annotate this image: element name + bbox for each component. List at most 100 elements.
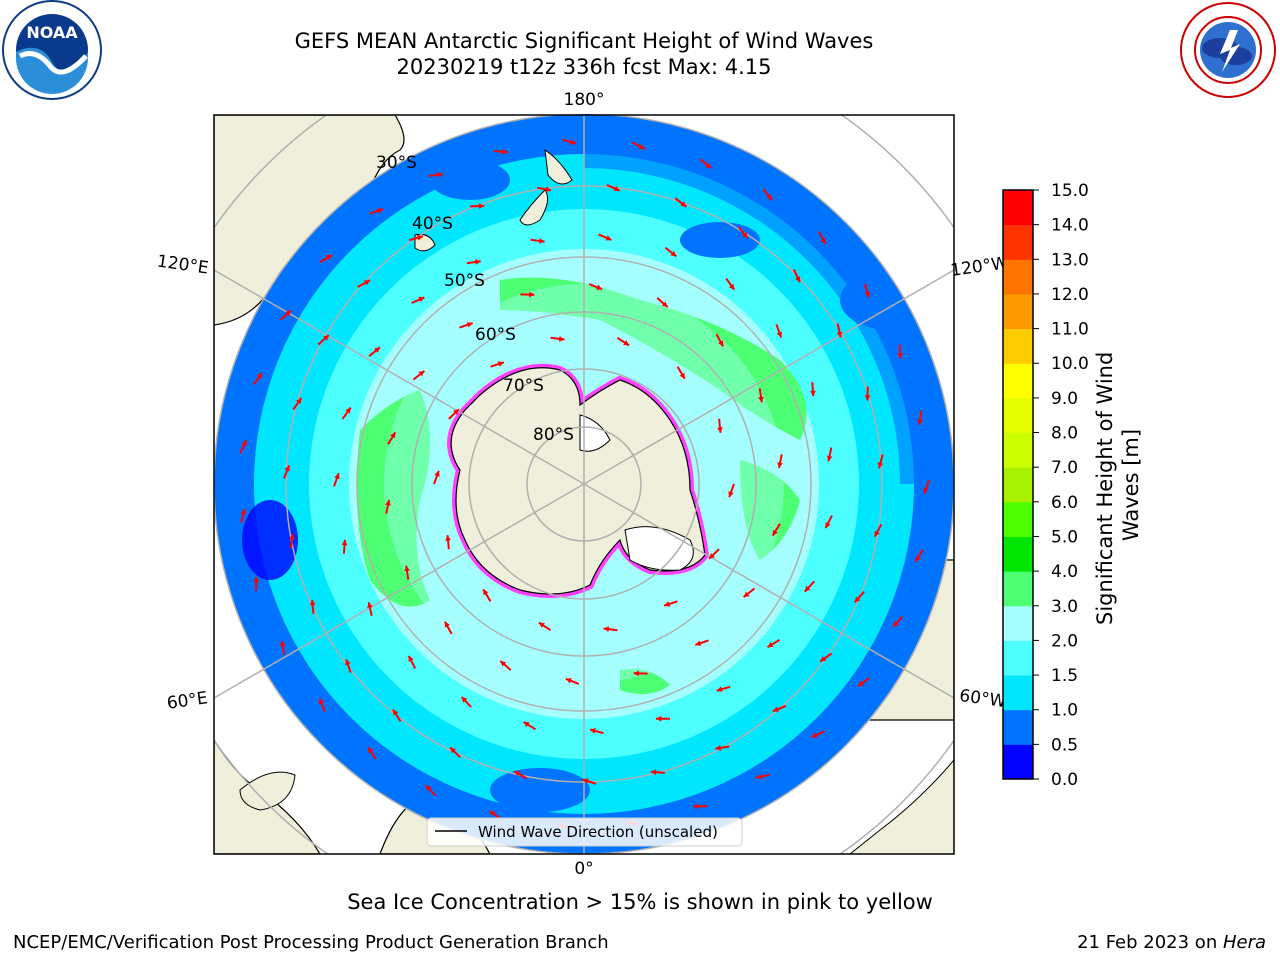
wind-arrow-head <box>810 390 816 397</box>
wind-arrow-head <box>836 331 843 338</box>
wind-arrow-head <box>766 194 773 201</box>
wind-arrow-head <box>345 407 351 414</box>
colorbar-swatch <box>1003 536 1033 572</box>
wind-arrow-head <box>453 409 459 415</box>
colorbar-tick-label: 4.0 <box>1051 562 1078 582</box>
lat-label-60s: 60°S <box>475 325 516 345</box>
colorbar-label-line1: Significant Height of Wind <box>1093 352 1117 625</box>
wind-arrow-head <box>820 656 827 662</box>
wind-arrow-head <box>425 785 432 792</box>
wind-arrow-head <box>825 522 831 529</box>
wind-arrow-head <box>545 186 551 193</box>
wind-arrow-head <box>590 728 596 734</box>
wind-arrow-head <box>500 660 507 667</box>
wind-arrow-head <box>695 640 702 646</box>
wind-arrow-head <box>758 396 764 403</box>
credit-date-text: 21 Feb 2023 on <box>1077 932 1223 953</box>
wind-arrow-head <box>693 803 699 810</box>
wind-arrow-head <box>570 139 577 145</box>
colorbar-tick-label: 14.0 <box>1051 216 1089 236</box>
wind-arrow-head <box>345 659 351 666</box>
wind-arrow-head <box>680 201 687 207</box>
wind-arrow-head <box>717 427 723 433</box>
wind-arrow-head <box>390 432 396 439</box>
wind-arrow-head <box>565 678 572 684</box>
wind-arrow-head <box>864 291 871 298</box>
chart-subtitle: 20230219 t12z 336h fcst Max: 4.15 <box>396 55 772 79</box>
legend-label: Wind Wave Direction (unscaled) <box>478 823 718 841</box>
lon-label-60w: 60°W <box>958 686 1007 712</box>
colorbar-tick-label: 15.0 <box>1051 181 1089 201</box>
chart-title: GEFS MEAN Antarctic Significant Height o… <box>294 29 874 53</box>
wind-arrow-head <box>418 370 425 377</box>
wind-arrow-head <box>404 565 410 572</box>
colorbar-tick-label: 12.0 <box>1051 285 1089 305</box>
wind-arrow-head <box>326 255 332 261</box>
colorbar-tick-label: 1.5 <box>1051 666 1078 686</box>
wind-arrow-head <box>897 353 903 359</box>
colorbar-swatch <box>1003 432 1033 468</box>
colorbar-tick-label: 13.0 <box>1051 250 1089 270</box>
wind-arrow-head <box>638 144 645 150</box>
wind-arrow-head <box>804 585 811 592</box>
colorbar-tick-label: 6.0 <box>1051 493 1078 513</box>
colorbar-swatch <box>1003 397 1033 434</box>
wind-arrow-head <box>777 462 783 468</box>
wind-arrow-head <box>670 250 677 257</box>
colorbar-swatch <box>1003 190 1033 226</box>
lat-label-40s: 40°S <box>412 214 453 234</box>
colorbar-tick-label: 11.0 <box>1051 320 1089 340</box>
wind-arrow-head <box>603 626 610 632</box>
colorbar-tick-label: 7.0 <box>1051 458 1078 478</box>
wind-arrow-head <box>826 455 833 462</box>
lat-label-70s: 70°S <box>503 376 544 396</box>
wind-arrow-head <box>772 529 778 536</box>
wind-arrow-head <box>475 259 481 265</box>
wind-arrow-head <box>408 655 414 662</box>
wind-arrow-head <box>705 162 712 169</box>
wind-arrow-head <box>820 237 826 244</box>
wind-arrow-head <box>489 811 496 817</box>
wind-arrow-head <box>915 555 921 562</box>
lon-label-120w: 120°W <box>949 253 1009 281</box>
wind-arrow-head <box>478 203 485 209</box>
svg-text:NOAA: NOAA <box>26 23 78 42</box>
wind-arrow-head <box>558 336 565 342</box>
wind-arrow-head <box>434 470 440 477</box>
wind-arrow-head <box>864 395 871 401</box>
wind-arrow-head <box>377 208 384 214</box>
wind-arrow-head <box>917 419 923 425</box>
wind-arrow-head <box>893 621 899 627</box>
lat-label-50s: 50°S <box>444 271 485 291</box>
colorbar-label: Significant Height of Wind Waves [m] <box>1093 345 1143 625</box>
lon-label-120e: 120°E <box>156 252 210 279</box>
wind-arrow-head <box>514 771 521 777</box>
wind-arrow-head <box>857 680 864 687</box>
wind-arrow-head <box>538 622 545 628</box>
wind-arrow-head <box>418 296 425 303</box>
wind-arrow-head <box>279 640 286 647</box>
wind-wave-direction-arrows <box>239 138 930 830</box>
graticule <box>214 115 954 854</box>
lon-label-180: 180° <box>564 90 605 110</box>
colorbar: 0.0 0.5 1.0 1.5 2.0 3.0 4.0 5.0 6.0 7.0 8.0 9.0 10.0… <box>1002 181 1089 790</box>
wind-arrow-head <box>374 347 380 353</box>
wind-arrow-head <box>656 715 662 722</box>
colorbar-swatch <box>1003 363 1033 399</box>
wind-arrow-head <box>318 698 325 705</box>
wind-arrow-head <box>633 670 639 677</box>
wind-arrow-head <box>341 539 348 546</box>
wind-arrow-head <box>650 769 657 776</box>
colorbar-swatch <box>1003 640 1033 676</box>
colorbar-swatch <box>1003 675 1033 711</box>
wind-arrow-head <box>664 601 671 607</box>
colorbar-swatch <box>1003 571 1033 607</box>
wind-arrow-head <box>256 373 263 379</box>
map-legend: Wind Wave Direction (unscaled) <box>426 817 743 847</box>
wind-arrow-head <box>596 284 603 290</box>
wind-arrow-head <box>679 372 685 379</box>
colorbar-tick-label: 2.0 <box>1051 631 1078 651</box>
map-frame <box>213 114 955 855</box>
wind-arrow-head <box>385 500 391 506</box>
